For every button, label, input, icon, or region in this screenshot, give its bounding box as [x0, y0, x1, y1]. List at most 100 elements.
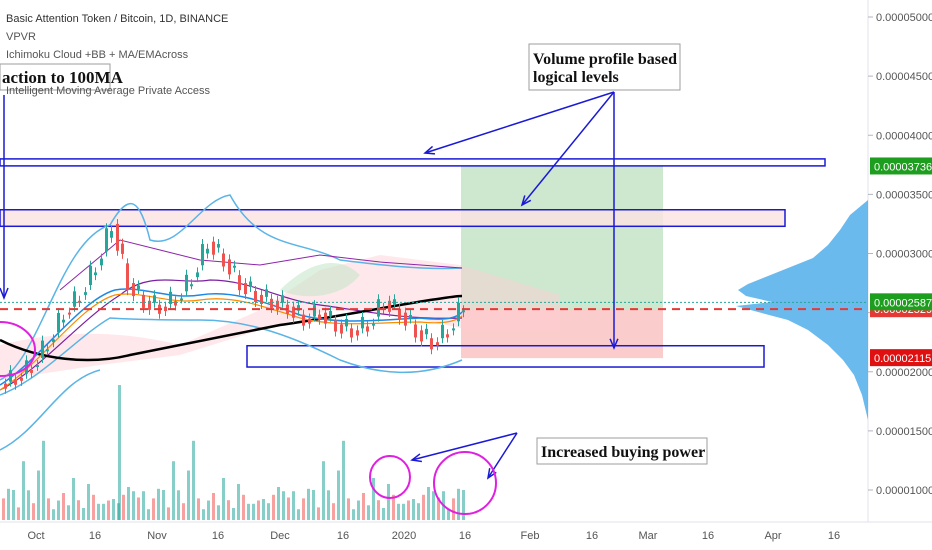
- volume-bar: [142, 491, 145, 520]
- candle-body: [46, 349, 49, 352]
- ichimoku-cloud-green: [280, 263, 360, 297]
- volume-profile-label-box: [528, 43, 681, 91]
- volume-bar: [217, 505, 220, 520]
- volume-bar: [257, 500, 260, 520]
- candle-body: [137, 285, 140, 289]
- ma-blue: [0, 288, 463, 386]
- target-zone: [461, 166, 663, 310]
- ma-100-line: [0, 294, 463, 362]
- x-tick-label: 16: [337, 530, 349, 542]
- circle-left-partial: [0, 321, 37, 377]
- badge-current-bg: [870, 293, 932, 311]
- volume-bar: [17, 507, 20, 520]
- arrow-100ma-head: [0, 287, 9, 301]
- candle-body: [441, 324, 444, 339]
- candle-body: [457, 302, 460, 322]
- volume-bar: [72, 478, 75, 520]
- candle-body: [169, 291, 172, 304]
- candle-body: [84, 292, 87, 295]
- candle-body: [78, 300, 81, 303]
- buying-power-label-box: [536, 437, 708, 465]
- candle-body: [452, 328, 455, 331]
- arrow-to-volume-1-head: [410, 453, 423, 463]
- volume-bar: [447, 509, 450, 520]
- candle-body: [201, 244, 204, 266]
- volume-bar: [197, 498, 200, 520]
- candle-body: [425, 328, 428, 335]
- arrow-to-volume-2-head: [486, 468, 497, 480]
- volume-bar: [317, 507, 320, 520]
- candle-body: [68, 312, 71, 315]
- volume-bar: [457, 488, 460, 520]
- badge-target-bg: [870, 157, 932, 175]
- x-tick-label: 16: [459, 530, 471, 542]
- volume-bar: [107, 500, 110, 520]
- volume-bar: [262, 499, 265, 520]
- volume-bar: [57, 500, 60, 520]
- x-tick-label: 2020: [392, 530, 416, 542]
- bb-lower: [0, 317, 463, 396]
- candle-body: [110, 231, 113, 238]
- candle-body: [174, 301, 177, 306]
- volume-bar: [437, 497, 440, 520]
- volume-bar: [7, 488, 10, 520]
- candle-body: [116, 223, 119, 251]
- x-tick-label: 16: [702, 530, 714, 542]
- candle-body: [329, 311, 332, 317]
- candle-body: [228, 259, 231, 275]
- volume-bar: [42, 440, 45, 520]
- y-tick-label: 0.00004000: [876, 130, 932, 142]
- volume-bar: [392, 494, 395, 520]
- volume-bar: [342, 440, 345, 520]
- volume-bar: [362, 493, 365, 520]
- candle-body: [361, 316, 364, 329]
- volume-bar: [292, 491, 295, 520]
- candle-body: [350, 328, 353, 338]
- volume-bar: [122, 494, 125, 520]
- stop-zone: [461, 309, 663, 359]
- volume-bar: [192, 440, 195, 520]
- candle-body: [185, 274, 188, 292]
- ma-orange: [0, 293, 463, 391]
- candle-body: [20, 377, 23, 381]
- volume-bar: [427, 487, 430, 520]
- volume-bar: [372, 478, 375, 520]
- candle-body: [30, 369, 33, 373]
- volume-bar: [387, 484, 390, 520]
- volume-bar: [22, 461, 25, 520]
- candle-body: [105, 228, 108, 252]
- candle-body: [222, 253, 225, 267]
- x-tick-label: 16: [586, 530, 598, 542]
- volume-bar: [412, 499, 415, 520]
- badge-current-text: 0.00002587: [874, 297, 932, 309]
- volume-profile-label-line2: logical levels: [533, 69, 619, 86]
- reaction-label-text: action to 100MA: [2, 68, 124, 87]
- candle-body: [446, 334, 449, 338]
- volume-bar: [77, 500, 80, 520]
- candle-body: [292, 306, 295, 318]
- indicator-legend-1: Ichimoku Cloud +BB + MA/EMAcross: [6, 49, 189, 61]
- volume-bar: [267, 503, 270, 520]
- volume-bar: [282, 491, 285, 520]
- ichimoku-cloud-red: [0, 255, 560, 380]
- volume-bar: [137, 497, 140, 520]
- volume-bar: [297, 509, 300, 520]
- volume-bar: [87, 484, 90, 520]
- indicator-legend-0: VPVR: [6, 31, 36, 43]
- volume-bar: [27, 490, 30, 520]
- volume-bar: [242, 494, 245, 520]
- y-tick-label: 0.00003500: [876, 189, 932, 201]
- volume-bar: [367, 505, 370, 520]
- candle-body: [153, 295, 156, 303]
- x-tick-label: Apr: [764, 530, 781, 542]
- volume-bar: [307, 488, 310, 520]
- candle-body: [217, 244, 220, 248]
- candle-body: [148, 300, 151, 310]
- candle-body: [398, 308, 401, 320]
- volume-bar: [172, 461, 175, 520]
- candle-body: [302, 314, 305, 326]
- candle-body: [308, 318, 311, 324]
- volume-bar: [112, 499, 115, 520]
- candle-body: [345, 318, 348, 327]
